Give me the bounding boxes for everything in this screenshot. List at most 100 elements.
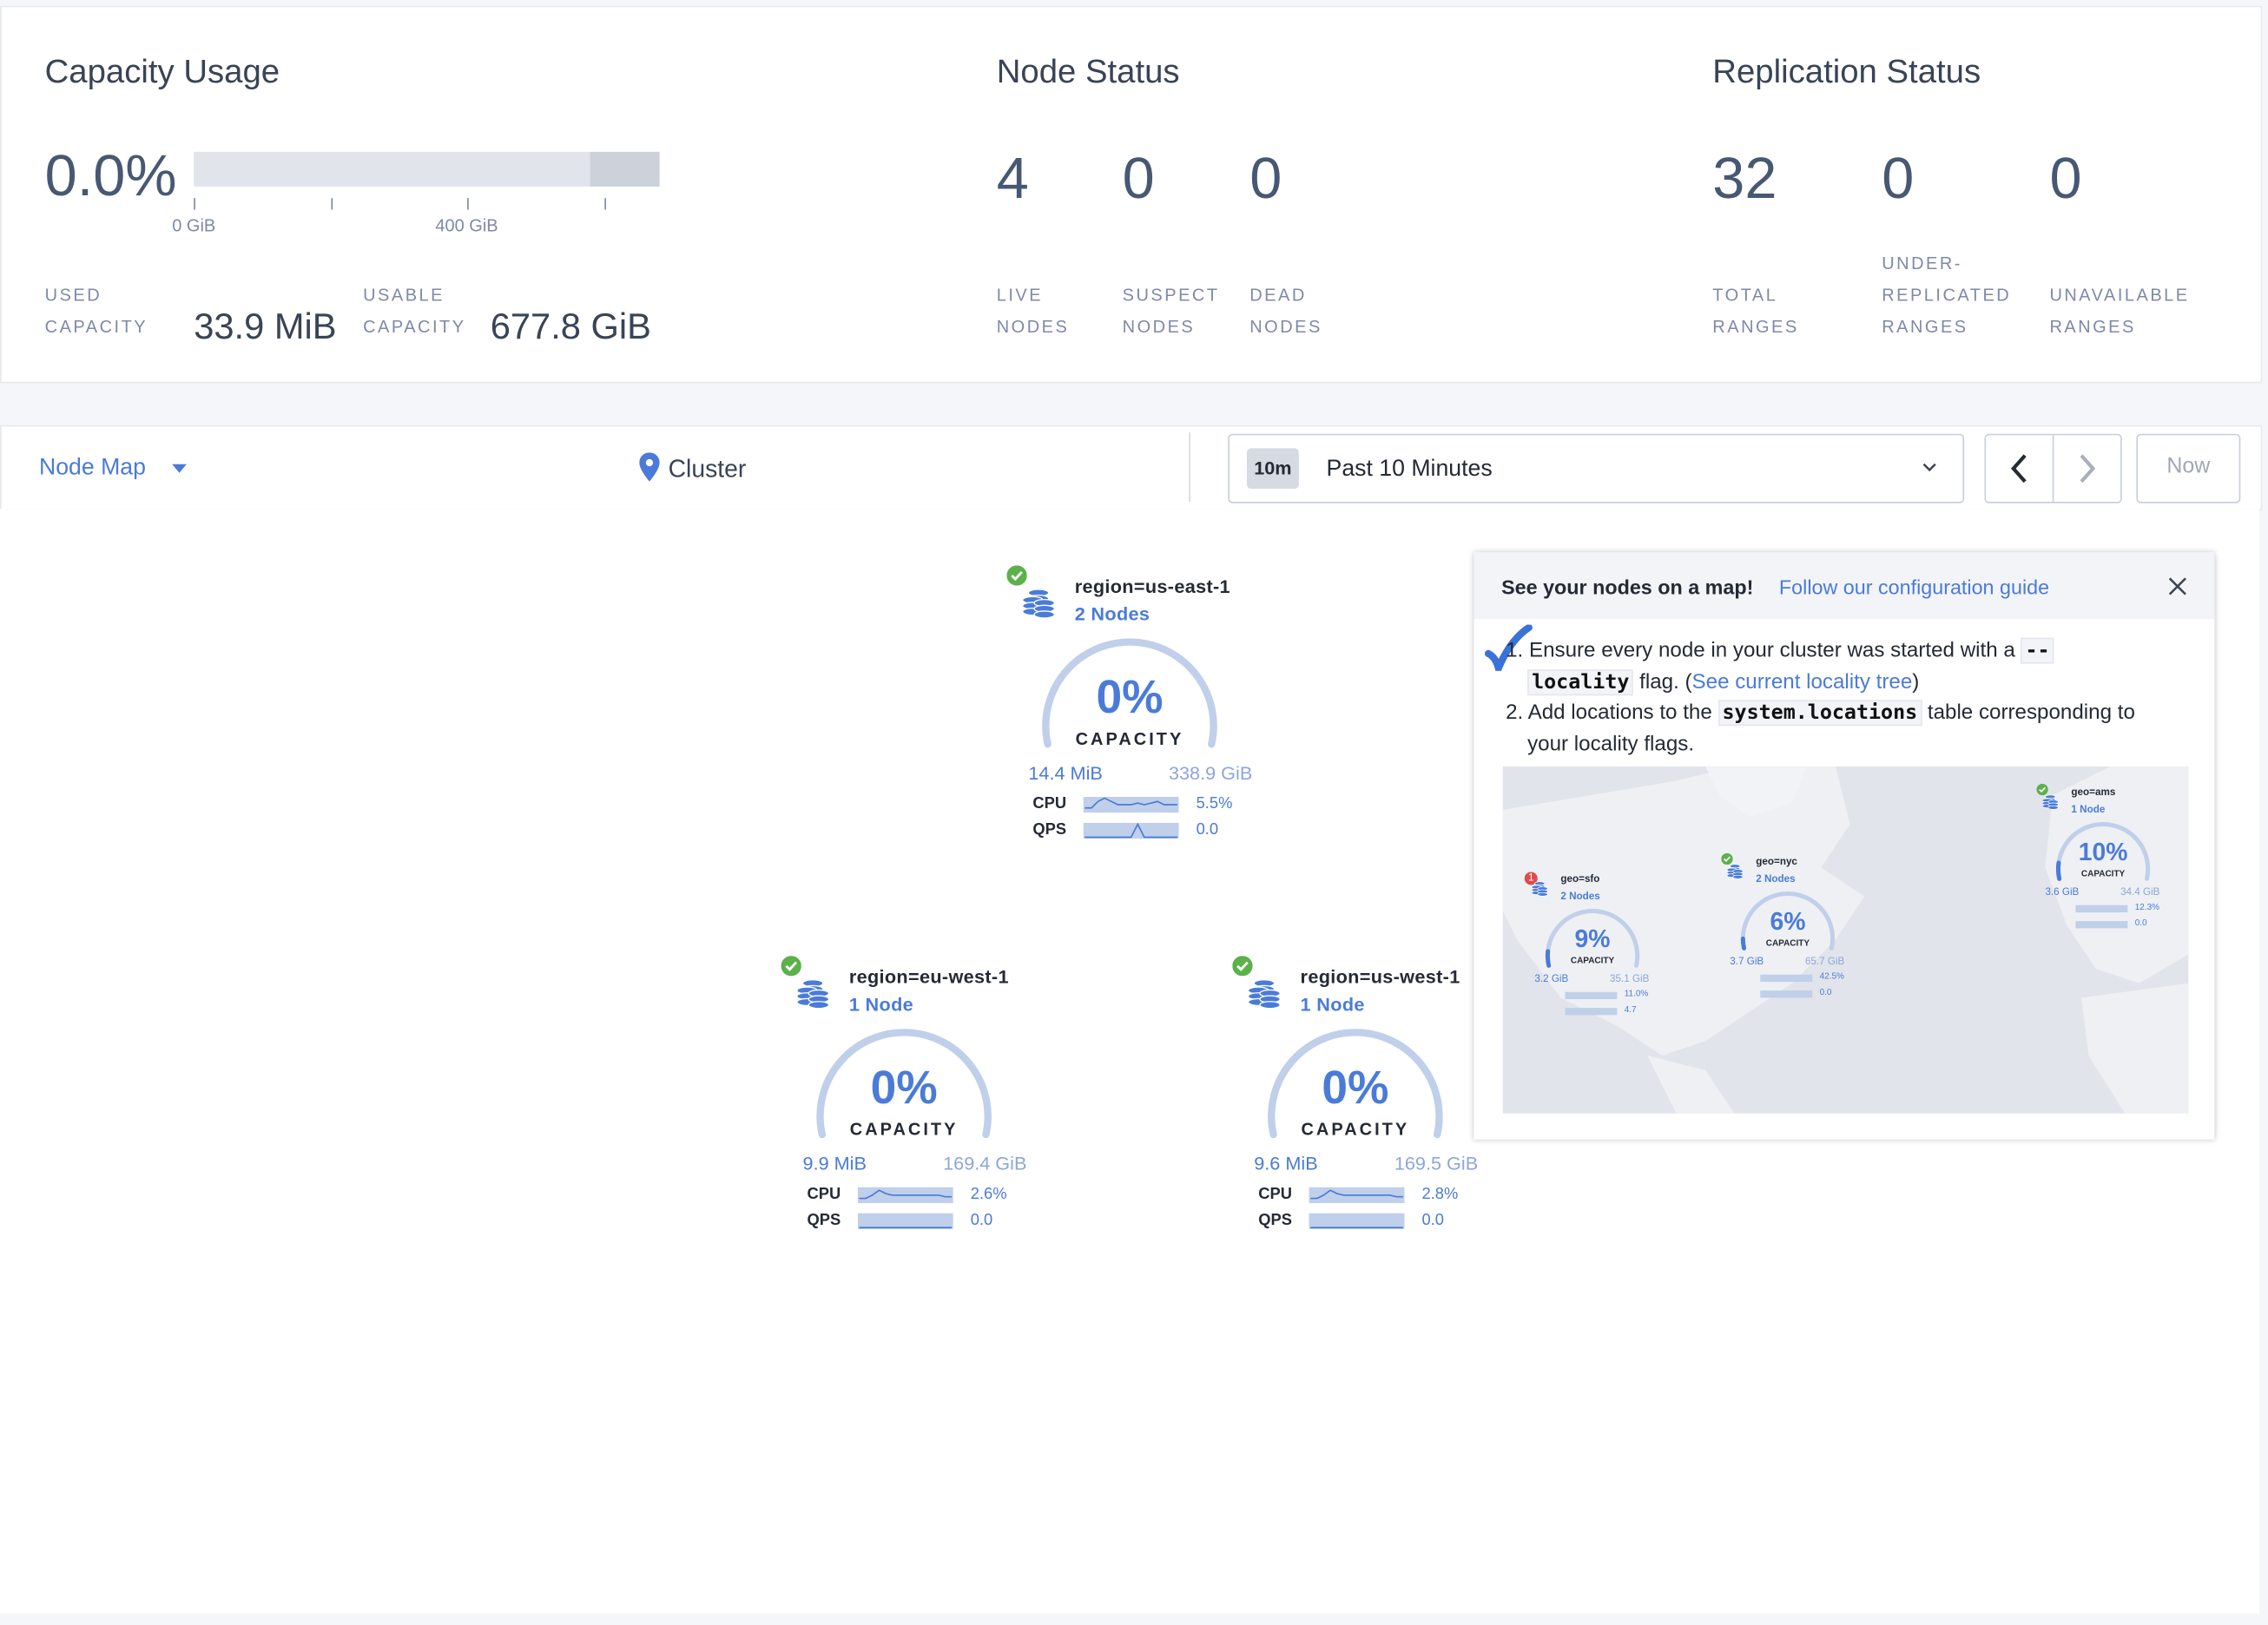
capacity-percent: 0.0% [44, 144, 177, 208]
preview-gauge [1545, 909, 1640, 968]
preview-cpu-value: 42.5% [1819, 973, 1844, 983]
now-button[interactable]: Now [2136, 433, 2241, 503]
used-label-2: CAPACITY [44, 316, 148, 338]
preview-percent: 10% [2078, 839, 2128, 866]
cpu-sparkline [1083, 796, 1179, 813]
previous-time-button[interactable] [1986, 435, 2054, 503]
preview-percent: 6% [1770, 908, 1806, 936]
setup-steps: 1. Ensure every node in your cluster was… [1506, 636, 2212, 760]
preview-gauge [2055, 822, 2151, 881]
qps-sparkline-bg [1083, 822, 1179, 839]
capacity-percent: 0% [870, 1061, 938, 1114]
status-ok-icon [781, 956, 801, 977]
preview-total: 65.7 GiB [1804, 957, 1845, 968]
setup-step-1: 1. Ensure every node in your cluster was… [1506, 636, 2212, 668]
popup-title: See your nodes on a map! [1501, 575, 1754, 599]
used-capacity: 14.4 MiB [1028, 761, 1103, 784]
next-time-button[interactable] [2054, 435, 2120, 502]
breadcrumb[interactable]: Cluster [639, 452, 746, 484]
close-icon[interactable] [2168, 577, 2187, 596]
locality-name: region=eu-west-1 [848, 965, 1009, 988]
preview-cpu-sparkline [1760, 974, 1813, 983]
map-toolbar: Node Map Cluster 10m Past 10 Minutes Now [0, 424, 2263, 511]
preview-gauge [1740, 891, 1836, 951]
under-replicated-count: 0 [1882, 147, 1915, 212]
preview-total: 35.1 GiB [1610, 974, 1650, 985]
qps-sparkline [1083, 822, 1179, 839]
chevron-right-icon [2080, 454, 2096, 484]
suspect-nodes-count: 0 [1122, 147, 1155, 212]
total-ranges-label: TOTAL RANGES [1712, 285, 1799, 338]
node-count: 2 Nodes [1074, 602, 1150, 625]
locality-tree-link[interactable]: See current locality tree [1691, 670, 1913, 694]
under-replicated-label: UNDER- REPLICATED RANGES [1882, 253, 2012, 338]
view-select-label: Node Map [38, 455, 146, 481]
chevron-left-icon [2011, 454, 2027, 484]
preview-gauge-fill [2055, 860, 2062, 881]
capacity-bar-reserved [590, 151, 660, 187]
database-icon [1726, 864, 1744, 879]
node-status-title: Node Status [996, 51, 1180, 90]
setup-step-2: 2. Add locations to the system.locations… [1506, 700, 2135, 727]
usable-label: USABLE [363, 285, 445, 306]
preview-gauge-fill [1545, 949, 1552, 968]
time-nav-group [1984, 433, 2122, 503]
qps-sparkline-bg [857, 1213, 953, 1229]
cpu-value: 2.6% [970, 1185, 1007, 1203]
qps-label: QPS [807, 1211, 841, 1229]
time-range-select[interactable]: 10m Past 10 Minutes [1228, 433, 1965, 503]
cpu-sparkline-line [859, 1189, 953, 1200]
used-label: USED [44, 285, 102, 306]
checkmark-icon [1484, 624, 1533, 671]
cpu-label: CPU [1032, 795, 1067, 813]
database-icon [796, 979, 830, 1010]
qps-sparkline [1309, 1213, 1405, 1229]
preview-used: 3.6 GiB [2045, 887, 2080, 898]
capacity-label: CAPACITY [849, 1119, 959, 1140]
preview-capacity-label: CAPACITY [2080, 870, 2126, 879]
chevron-down-icon [1922, 463, 1936, 472]
database-icon [1248, 979, 1281, 1010]
qps-value: 0.0 [1421, 1211, 1444, 1229]
capacity-gauge [1042, 638, 1217, 748]
axis-tick [331, 198, 333, 210]
status-ok-icon [1006, 565, 1027, 586]
live-nodes-label: LIVE NODES [996, 285, 1070, 338]
capacity-percent: 0% [1322, 1061, 1389, 1114]
status-ok-icon [1232, 956, 1253, 977]
dead-nodes-label: DEAD NODES [1249, 285, 1322, 338]
cpu-value: 5.5% [1196, 795, 1233, 813]
locality-name: region=us-east-1 [1074, 575, 1230, 597]
time-range-label: Past 10 Minutes [1326, 457, 1493, 482]
setup-step-2-cont: your locality flags. [1527, 732, 1695, 756]
preview-gauge-track [2055, 822, 2151, 881]
node-count: 1 Node [848, 993, 914, 1016]
preview-locality-name: geo=nyc [1756, 857, 1797, 868]
toolbar-divider [1189, 432, 1190, 503]
preview-cpu-sparkline [2075, 905, 2128, 913]
capacity-bar [194, 151, 660, 187]
world-map-land [1502, 766, 2189, 1114]
cpu-sparkline [857, 1187, 953, 1203]
setup-step-1-cont: locality flag. (See current locality tre… [1506, 668, 2212, 699]
axis-label: 0 GiB [172, 215, 216, 236]
capacity-percent: 0% [1096, 670, 1164, 723]
qps-sparkline-line [1085, 822, 1177, 839]
usable-label-2: CAPACITY [363, 316, 466, 338]
view-select[interactable]: Node Map [38, 454, 188, 482]
preview-cpu-sparkline [1565, 991, 1618, 1000]
cpu-label: CPU [807, 1185, 841, 1203]
cpu-sparkline [1309, 1187, 1405, 1203]
breadcrumb-cluster: Cluster [668, 455, 747, 484]
configuration-guide-link[interactable]: Follow our configuration guide [1778, 575, 2050, 599]
preview-qps-sparkline [1565, 1008, 1618, 1016]
preview-node-count: 1 Node [2071, 805, 2106, 816]
map-preview-image: 1 geo=sfo 2 Nodes 9% CAPACITY 3.2 GiB 35.1 GiB… [1502, 766, 2189, 1114]
replication-status-title: Replication Status [1712, 51, 1981, 90]
total-capacity: 338.9 GiB [1168, 761, 1253, 784]
capacity-gauge [816, 1029, 992, 1139]
preview-gauge-track [1545, 909, 1640, 968]
usable-capacity-value: 677.8 GiB [490, 306, 651, 347]
preview-locality-name: geo=ams [2071, 787, 2116, 799]
qps-value: 0.0 [1196, 821, 1219, 839]
